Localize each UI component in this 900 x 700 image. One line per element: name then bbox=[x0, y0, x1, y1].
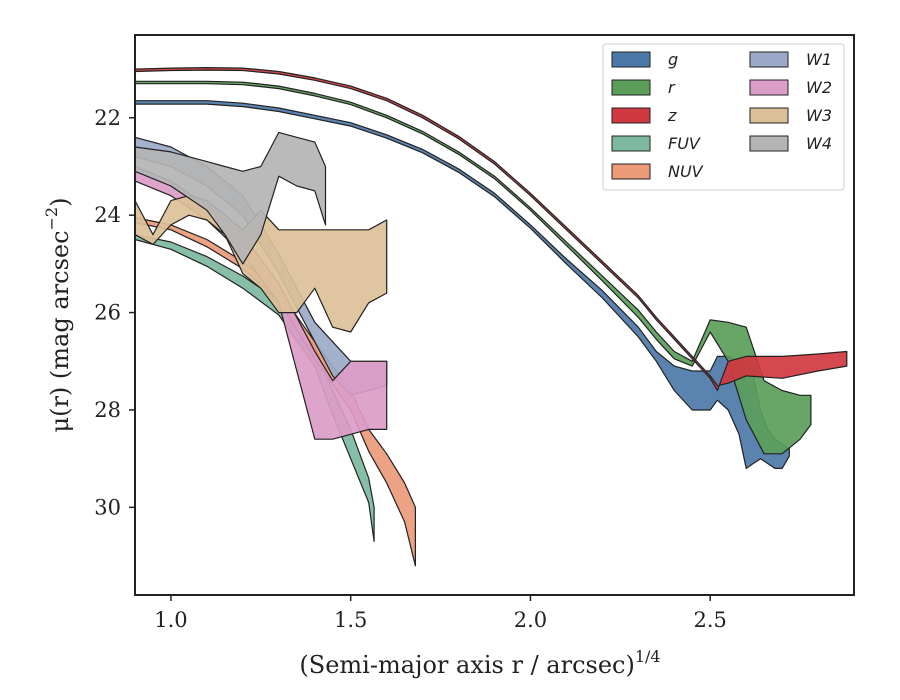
x-tick-label: 2.5 bbox=[693, 608, 726, 632]
y-tick-label: 26 bbox=[94, 301, 121, 325]
x-axis-label: (Semi-major axis r / arcsec)1/4 bbox=[299, 647, 660, 679]
y-tick-label: 22 bbox=[94, 106, 121, 130]
y-axis-label: μ(r) (mag arcsec−2) bbox=[42, 198, 74, 433]
legend-swatch-z bbox=[611, 107, 651, 124]
band-z bbox=[134, 66, 848, 392]
legend-label-r: r bbox=[668, 78, 676, 97]
legend-swatch-w3 bbox=[749, 107, 789, 124]
legend-swatch-fuv bbox=[611, 135, 651, 152]
plot-frame bbox=[134, 34, 855, 596]
legend-label-g: g bbox=[668, 50, 678, 69]
legend-swatch-g bbox=[611, 51, 651, 68]
x-tick-label: 1.0 bbox=[154, 608, 187, 632]
x-axis-ticks: 1.0 1.5 2.0 2.5 bbox=[154, 595, 727, 632]
x-tick-label: 1.5 bbox=[334, 608, 367, 632]
y-tick-label: 30 bbox=[94, 495, 121, 519]
legend-swatch-w1 bbox=[749, 51, 789, 68]
x-tick-label: 2.0 bbox=[514, 608, 547, 632]
legend-swatch-w4 bbox=[749, 135, 789, 152]
legend-label-nuv: NUV bbox=[668, 162, 704, 181]
legend-swatch-w2 bbox=[749, 79, 789, 96]
y-tick-label: 28 bbox=[94, 398, 121, 422]
legend-label-z: z bbox=[667, 106, 677, 125]
band-r bbox=[134, 80, 812, 455]
legend-swatch-r bbox=[611, 79, 651, 96]
legend: grz FUV NUV W1 W2 W3 W4 bbox=[602, 43, 845, 191]
profile-bands bbox=[134, 66, 848, 567]
band-w4 bbox=[134, 131, 327, 265]
y-tick-label: 24 bbox=[94, 203, 121, 227]
legend-label-w4: W4 bbox=[806, 134, 832, 153]
band-g bbox=[134, 100, 790, 469]
legend-label-w2: W2 bbox=[806, 78, 832, 97]
legend-label-w1: W1 bbox=[806, 50, 832, 69]
legend-swatch-nuv bbox=[611, 163, 651, 180]
legend-label-w3: W3 bbox=[806, 106, 832, 125]
legend-label-fuv: FUV bbox=[668, 134, 701, 153]
y-axis-ticks: 22 24 26 28 30 bbox=[94, 106, 135, 519]
